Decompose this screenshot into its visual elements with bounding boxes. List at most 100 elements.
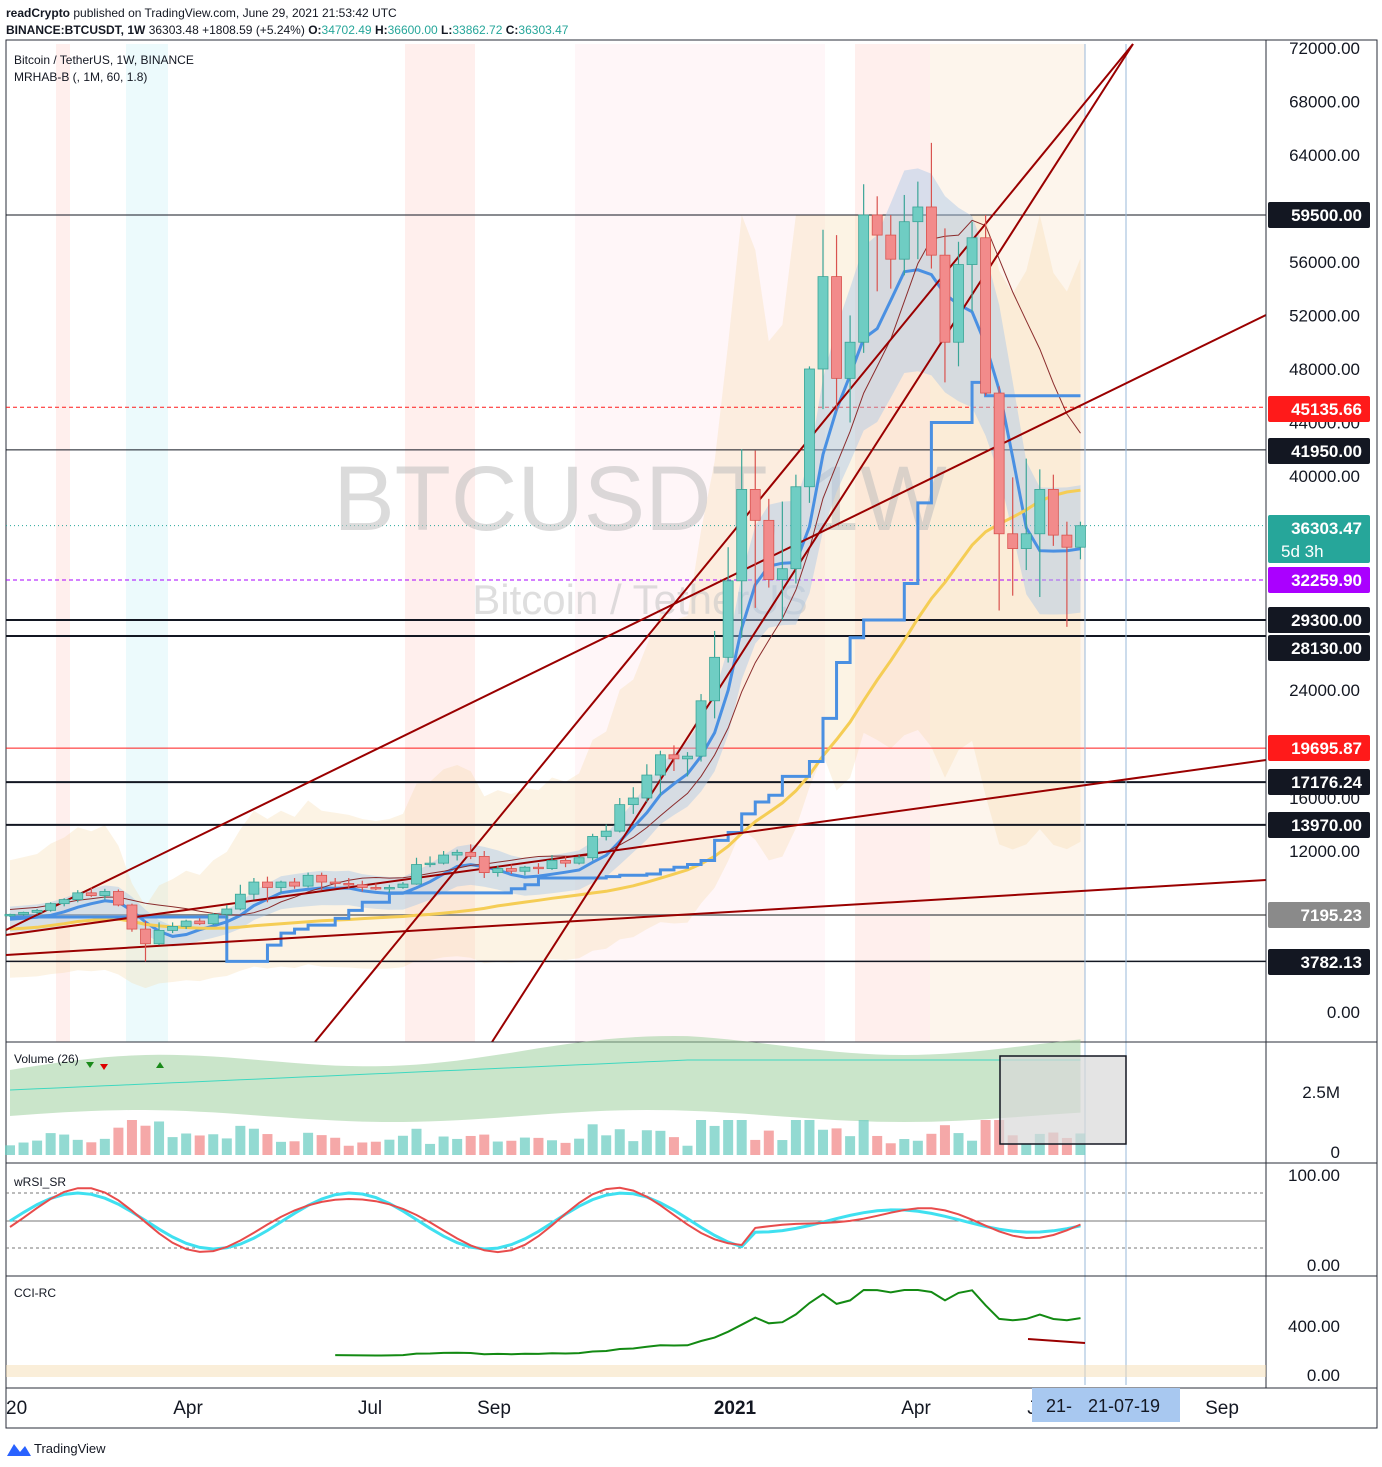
volume-bar [465, 1135, 476, 1155]
candle-body [885, 234, 897, 260]
price-tag-value: 7195.23 [1301, 906, 1362, 925]
volume-bar [506, 1140, 517, 1155]
pane-tick-label: 2.5M [1302, 1083, 1340, 1102]
volume-bar [492, 1141, 503, 1155]
price-tag-value: 13970.00 [1291, 816, 1362, 835]
candle-body [736, 489, 748, 582]
time-tick-label: Apr [901, 1398, 931, 1419]
volume-bar [872, 1135, 883, 1155]
volume-bar [682, 1145, 693, 1155]
shade-band [56, 44, 70, 1042]
price-tick-label: 48000.00 [1289, 360, 1360, 379]
candle-body [478, 856, 490, 874]
volume-bar [899, 1139, 910, 1155]
volume-bar [668, 1137, 679, 1155]
volume-bar [763, 1130, 774, 1155]
candle-body [397, 883, 409, 888]
volume-bar [953, 1133, 964, 1155]
volume-bar [32, 1140, 43, 1155]
price-tag-box [1268, 635, 1370, 661]
volume-bar [939, 1125, 950, 1155]
volume-bar [357, 1142, 368, 1155]
candle-body [587, 836, 599, 859]
volume-bar [709, 1125, 720, 1155]
volume-bar [614, 1129, 625, 1155]
volume-bar [750, 1139, 761, 1155]
price-axis: 72000.00 68000.00 64000.00 56000.00 52000.00… [1288, 39, 1360, 1385]
volume-bar [1061, 1137, 1072, 1155]
close-value: 36303.47 [518, 23, 569, 37]
horizontal-levels [6, 44, 1266, 1385]
pane-tick-label: 0 [1331, 1143, 1340, 1162]
volume-bar [425, 1143, 436, 1155]
volume-bar [72, 1139, 83, 1155]
price-tick-label: 0.00 [1327, 1003, 1360, 1022]
volume-bar [154, 1121, 165, 1155]
price-tick-label: 52000.00 [1289, 306, 1360, 325]
price-tick-label: 64000.00 [1289, 146, 1360, 165]
candle-body [85, 892, 97, 896]
candle-body [871, 214, 883, 236]
candlesticks [4, 142, 1086, 962]
price-tag-countdown: 5d 3h [1281, 542, 1324, 561]
price-tag-box [1268, 438, 1370, 464]
volume-bar [316, 1135, 327, 1155]
price-tag-value: 36303.47 [1291, 519, 1362, 538]
footer-brand: TradingView [34, 1441, 106, 1456]
gold-ma-line [9, 488, 1081, 931]
candle-body [424, 862, 436, 866]
price-tag-box [1268, 949, 1370, 975]
legend-title: Bitcoin / TetherUS, 1W, BINANCE [14, 53, 194, 67]
volume-bar [18, 1142, 29, 1155]
candle-body [275, 881, 287, 888]
volume-bar [858, 1120, 869, 1155]
volume-bar [736, 1120, 747, 1155]
tradingview-logo-icon [7, 1444, 31, 1456]
candle-body [72, 892, 84, 900]
candle-body [600, 830, 612, 837]
volume-bar [397, 1135, 408, 1155]
volume-bar [126, 1120, 137, 1155]
volume-bar [384, 1139, 395, 1155]
candle-body [411, 864, 422, 885]
legend-indicator: MRHAB-B (, 1M, 60, 1.8) [14, 70, 147, 84]
volume-bar [641, 1130, 652, 1155]
volume-bar [343, 1145, 354, 1155]
volume-bar [696, 1120, 707, 1155]
candle-body [763, 519, 775, 580]
volume-bar [533, 1137, 544, 1155]
volume-bar [5, 1145, 15, 1155]
candle-body [790, 486, 802, 570]
pane-tick-label: 0.00 [1307, 1256, 1340, 1275]
wrsi-title: wRSI_SR [13, 1175, 66, 1189]
volume-bar [276, 1141, 286, 1155]
volume-bar [587, 1124, 598, 1155]
price-tag-box [1268, 202, 1370, 228]
candle-body [1075, 525, 1086, 548]
volume-bar [208, 1134, 219, 1155]
candle-body [383, 887, 395, 890]
cci-zero-band [6, 1365, 1266, 1377]
candle-body [262, 881, 273, 888]
candle-body [465, 851, 477, 857]
volume-ma-line [9, 1059, 1081, 1091]
price-tag-box [1268, 769, 1370, 795]
volume-bar [912, 1140, 923, 1155]
time-tick-label: Sep [1205, 1398, 1239, 1419]
volume-bar [330, 1137, 341, 1155]
trend-line [5, 759, 1267, 936]
volume-bar [723, 1120, 734, 1155]
watermark-symbol: BTCUSDT, 1W [333, 448, 947, 550]
time-tick-label: Apr [173, 1398, 203, 1419]
candle-body [1020, 533, 1032, 549]
price-tick-label: 24000.00 [1289, 681, 1360, 700]
author: readCrypto [6, 6, 71, 20]
last-price: 36303.48 [148, 23, 199, 37]
volume-bar [885, 1143, 896, 1155]
candle-body [953, 264, 964, 343]
volume-bar [452, 1138, 463, 1155]
volume-bar [831, 1128, 842, 1155]
volume-bar [303, 1132, 314, 1155]
candle-body [289, 881, 300, 887]
